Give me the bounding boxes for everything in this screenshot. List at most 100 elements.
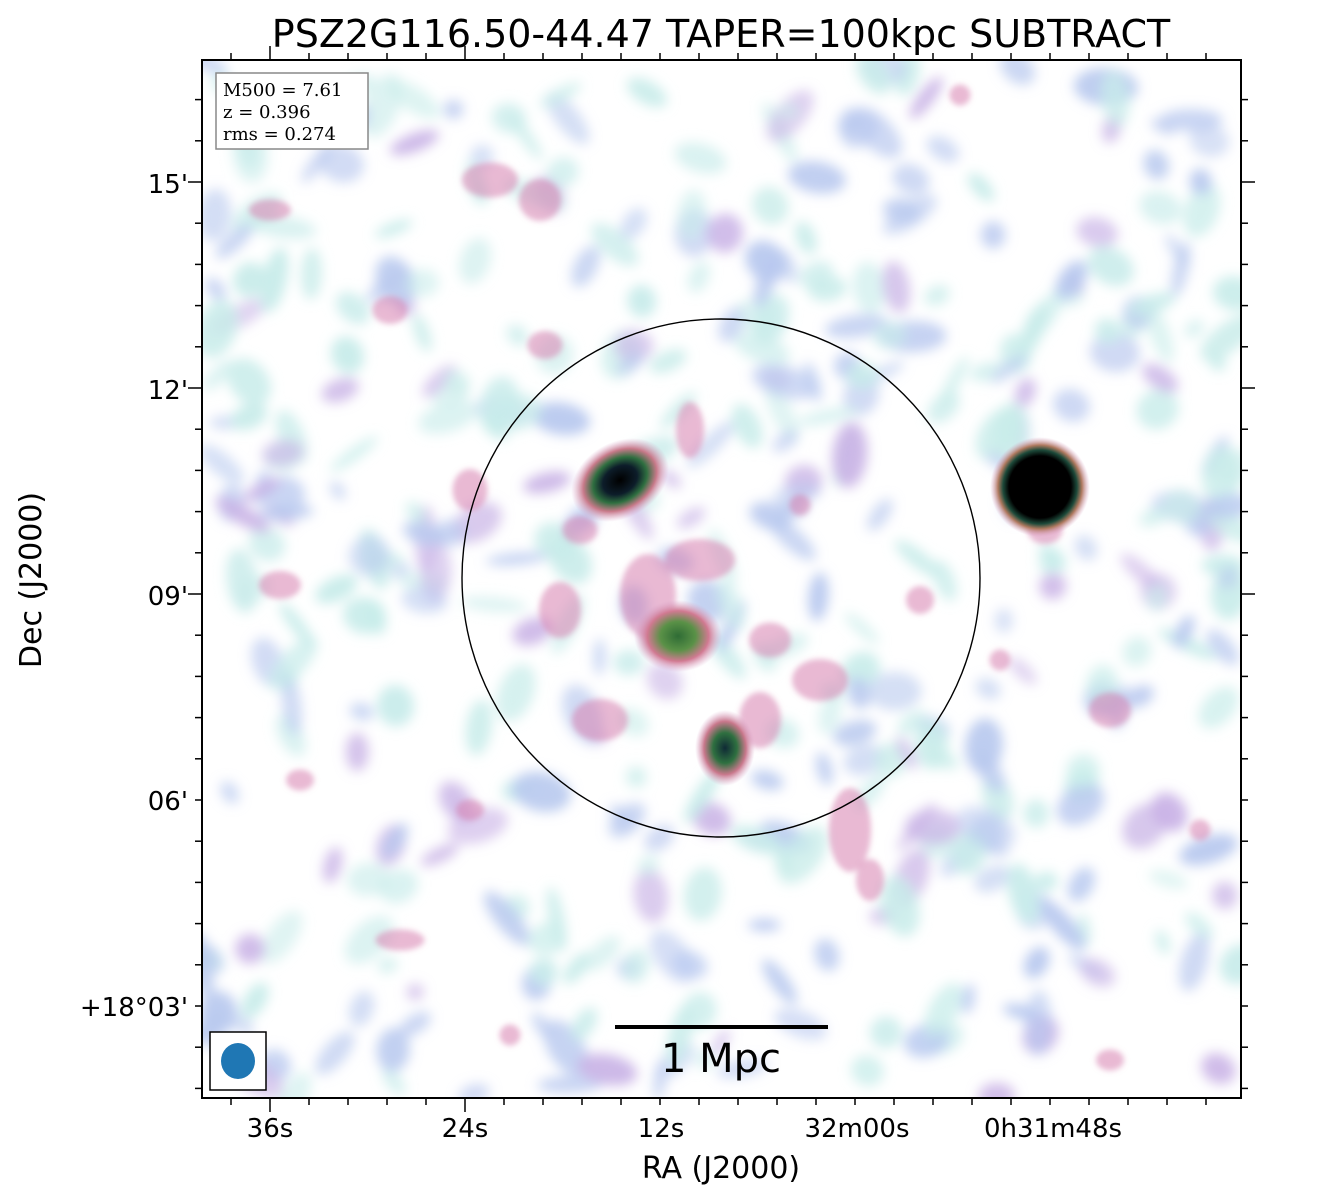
emission-patch <box>462 162 518 198</box>
noise-blob <box>465 699 493 756</box>
noise-blob <box>1079 958 1116 988</box>
noise-blob <box>1122 636 1152 667</box>
noise-blob <box>420 843 459 867</box>
noise-blob <box>405 268 440 298</box>
noise-blob <box>872 321 907 349</box>
noise-blob <box>260 247 289 313</box>
noise-blob <box>666 1004 694 1066</box>
noise-blob <box>267 637 318 690</box>
noise-blob <box>483 891 530 946</box>
noise-blob <box>259 504 314 521</box>
emission-patch <box>676 402 704 458</box>
noise-blob <box>390 129 439 156</box>
noise-blob <box>772 429 799 453</box>
scale-bar-label: 1 Mpc <box>661 1036 781 1082</box>
noise-blob <box>745 240 788 283</box>
noise-blob <box>348 991 375 1027</box>
noise-blob <box>1136 389 1179 430</box>
x-tick-labels: 36s 24s 12s 32m00s 0h31m48s <box>247 1114 1122 1144</box>
noise-blob <box>1206 629 1239 666</box>
noise-blob <box>275 714 306 757</box>
noise-blob <box>1124 685 1155 708</box>
r500-circle <box>461 318 981 838</box>
info-mass: M500 = 7.61 <box>223 80 342 101</box>
noise-blob <box>348 535 391 576</box>
noise-blob <box>1074 535 1098 561</box>
emission-patch <box>519 179 561 221</box>
noise-blob <box>406 983 424 1001</box>
x-tick-label: 24s <box>442 1114 489 1144</box>
noise-blob <box>1189 124 1230 158</box>
noise-blob <box>1087 246 1134 287</box>
noise-blob <box>386 79 440 119</box>
noise-blob <box>577 1053 638 1086</box>
noise-blob <box>382 823 409 858</box>
noise-blob <box>1120 553 1163 593</box>
noise-blob <box>215 497 271 533</box>
noise-blob <box>683 867 722 921</box>
y-tick-labels: 15' 12' 09' 06' +18°03' <box>80 170 188 1023</box>
noise-blob <box>322 846 343 884</box>
noise-blob <box>546 157 579 188</box>
noise-blob <box>202 990 238 1035</box>
noise-blob <box>1178 933 1210 992</box>
noise-blob <box>649 348 687 374</box>
noise-blob <box>707 213 744 253</box>
emission-patch <box>249 199 291 221</box>
noise-blob <box>928 750 959 770</box>
noise-blob <box>1142 363 1179 393</box>
noise-blob <box>249 215 317 240</box>
noise-blob <box>531 402 591 436</box>
noise-blob <box>571 1007 598 1041</box>
emission-patch <box>1096 1049 1124 1071</box>
noise-blob <box>973 749 1006 793</box>
noise-blob <box>537 1075 604 1094</box>
emission-patch <box>1189 819 1211 841</box>
noise-blob <box>627 284 657 318</box>
noise-blob <box>412 313 432 352</box>
noise-blob <box>686 420 736 468</box>
plot-frame <box>201 59 1242 1099</box>
noise-blob <box>787 161 846 194</box>
noise-blob <box>315 574 358 604</box>
noise-blob <box>343 597 386 634</box>
noise-blob <box>402 521 448 547</box>
noise-blob <box>531 1012 552 1039</box>
noise-blob <box>1184 319 1204 338</box>
noise-blob <box>694 1049 716 1070</box>
noise-blob <box>1039 572 1067 600</box>
noise-blob <box>956 806 1016 849</box>
info-rms: rms = 0.274 <box>223 124 336 145</box>
noise-blob <box>235 1016 254 1036</box>
noise-blob <box>1076 217 1119 248</box>
emission-patch <box>949 84 971 106</box>
noise-blob <box>1094 318 1121 344</box>
noise-blob <box>762 959 798 1005</box>
beam-indicator <box>209 1031 267 1091</box>
noise-blob <box>1183 183 1221 237</box>
noise-blob <box>751 363 817 400</box>
noise-blob <box>1008 657 1038 685</box>
noise-blob <box>846 361 879 389</box>
noise-blob <box>1165 234 1189 267</box>
noise-blob <box>852 261 886 314</box>
noise-blob <box>677 189 707 241</box>
noise-blob <box>376 684 415 727</box>
noise-blob <box>882 198 921 224</box>
noise-blob <box>879 875 920 937</box>
bright-source-northwest <box>571 438 669 522</box>
noise-blob <box>978 1082 1016 1098</box>
emission-patch <box>562 516 598 544</box>
noise-blob <box>731 403 763 449</box>
noise-blob <box>1173 615 1195 649</box>
noise-blob <box>752 186 789 225</box>
noise-blob <box>443 99 464 120</box>
noise-blob <box>904 809 962 846</box>
noise-blob <box>660 392 697 429</box>
noise-blob <box>406 501 426 524</box>
noise-blob <box>335 291 371 325</box>
noise-blob <box>764 383 800 443</box>
noise-blob <box>1023 799 1049 828</box>
noise-blob <box>932 560 957 602</box>
x-tick-label: 12s <box>638 1114 685 1144</box>
